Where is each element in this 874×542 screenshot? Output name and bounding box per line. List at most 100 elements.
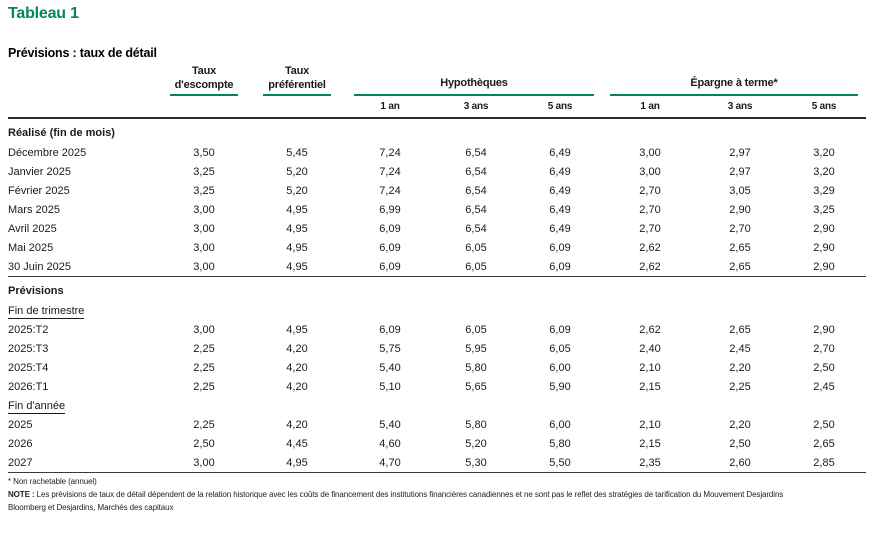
rate-value: 7,24	[379, 184, 401, 197]
rate-value: 7,24	[379, 165, 401, 178]
rate-value: 2,25	[193, 361, 215, 374]
rate-value: 2,70	[639, 203, 661, 216]
table-row: 2026 2,50 4,45 4,60 5,20 5,80 2,15 2,50 2,65	[8, 434, 866, 453]
col-header-line: préférentiel	[268, 79, 326, 91]
rate-value: 2,90	[813, 323, 835, 336]
rate-value: 2,65	[729, 241, 751, 254]
rate-value: 4,95	[286, 456, 308, 469]
rate-value: 3,50	[193, 146, 215, 159]
rate-value: 6,09	[549, 260, 571, 273]
rate-value: 5,80	[465, 361, 487, 374]
rate-value: 2,50	[813, 361, 835, 374]
rate-value: 3,00	[639, 146, 661, 159]
rate-value: 3,20	[813, 146, 835, 159]
rate-value: 5,30	[465, 456, 487, 469]
rate-value: 3,25	[813, 203, 835, 216]
row-label: 2026	[8, 437, 33, 450]
rate-value: 2,70	[639, 222, 661, 235]
rate-value: 4,95	[286, 260, 308, 273]
row-label: Avril 2025	[8, 222, 57, 235]
col-header-line: Taux	[284, 65, 310, 77]
section-title-row: Réalisé (fin de mois)	[8, 118, 866, 143]
rate-value: 4,95	[286, 323, 308, 336]
rate-value: 2,70	[729, 222, 751, 235]
rate-value: 4,70	[379, 456, 401, 469]
rate-value: 2,70	[813, 342, 835, 355]
footnote-note: NOTE : Les prévisions de taux de détail …	[8, 488, 866, 501]
rate-value: 6,09	[379, 241, 401, 254]
group-header-row: Taux d'escompte Taux préférentiel Hypoth…	[8, 64, 866, 96]
rate-value: 2,90	[813, 222, 835, 235]
table-subtitle: Prévisions : taux de détail	[8, 46, 157, 60]
rate-value: 3,25	[193, 184, 215, 197]
table-body: Réalisé (fin de mois) Décembre 2025 3,50 5,…	[8, 118, 867, 472]
rate-value: 2,60	[729, 456, 751, 469]
subcol-hyp-5ans: 5 ans	[518, 96, 602, 119]
rate-value: 3,29	[813, 184, 835, 197]
rate-value: 6,49	[549, 222, 571, 235]
rate-value: 6,49	[549, 203, 571, 216]
table-row: 2025 2,25 4,20 5,40 5,80 6,00 2,10 2,20 2,50	[8, 415, 866, 434]
table-row: Décembre 2025 3,50 5,45 7,24 6,54 6,49 3,00 2,9…	[8, 143, 866, 162]
row-label: Mai 2025	[8, 241, 54, 254]
rate-value: 2,90	[813, 260, 835, 273]
rate-value: 2,20	[729, 418, 751, 431]
rate-value: 6,49	[549, 184, 571, 197]
rate-value: 6,09	[549, 241, 571, 254]
col-group-label: Hypothèques	[440, 77, 508, 89]
subcol-ep-3ans: 3 ans	[698, 96, 782, 119]
table-row: Avril 2025 3,00 4,95 6,09 6,54 6,49 2,70 2,70 2,…	[8, 219, 866, 238]
rate-value: 2,15	[639, 380, 661, 393]
rate-value: 2,25	[729, 380, 751, 393]
row-label: Janvier 2025	[8, 165, 71, 178]
rate-value: 6,54	[465, 222, 487, 235]
rate-value: 5,75	[379, 342, 401, 355]
footnotes: * Non rachetable (annuel) NOTE : Les pré…	[8, 472, 866, 514]
rate-value: 6,54	[465, 203, 487, 216]
section-title-cell: Fin d'année	[8, 396, 866, 415]
subcol-ep-5ans: 5 ans	[782, 96, 867, 119]
col-header-taux-preferentiel: Taux préférentiel	[248, 64, 346, 96]
rate-value: 3,00	[193, 222, 215, 235]
empty-corner-cell	[8, 64, 160, 96]
table-row: 2027 3,00 4,95 4,70 5,30 5,50 2,35 2,60 2,85	[8, 453, 866, 472]
rate-value: 2,62	[639, 260, 661, 273]
rate-value: 2,97	[729, 146, 751, 159]
rate-value: 6,09	[549, 323, 571, 336]
rate-value: 5,40	[379, 361, 401, 374]
rate-value: 2,15	[639, 437, 661, 450]
table-row: 2025:T3 2,25 4,20 5,75 5,95 6,05 2,40 2,45 2,70	[8, 339, 866, 358]
rate-value: 5,20	[465, 437, 487, 450]
rate-value: 2,25	[193, 380, 215, 393]
rate-value: 6,05	[465, 260, 487, 273]
rate-value: 4,20	[286, 361, 308, 374]
rate-value: 2,62	[639, 323, 661, 336]
section-title-text: Fin d'année	[8, 400, 66, 414]
rate-value: 6,09	[379, 222, 401, 235]
subsection-title-row: Fin d'année	[8, 396, 866, 415]
rate-value: 2,90	[729, 203, 751, 216]
section-title-text: Prévisions	[8, 285, 64, 297]
row-label: 2026:T1	[8, 380, 49, 393]
section-title-text: Fin de trimestre	[8, 305, 85, 319]
rate-value: 3,00	[193, 241, 215, 254]
rate-value: 6,05	[549, 342, 571, 355]
source-line: Bloomberg et Desjardins, Marchés des cap…	[8, 503, 174, 512]
row-label: 2027	[8, 456, 33, 469]
rate-value: 6,54	[465, 146, 487, 159]
rate-value: 6,49	[549, 146, 571, 159]
row-label: Mars 2025	[8, 203, 60, 216]
subcol-ep-1an: 1 an	[602, 96, 698, 119]
rate-value: 4,20	[286, 342, 308, 355]
rate-value: 2,20	[729, 361, 751, 374]
rate-value: 2,45	[813, 380, 835, 393]
row-label: 2025	[8, 418, 33, 431]
rate-value: 6,09	[379, 260, 401, 273]
rate-value: 6,05	[465, 241, 487, 254]
section-title-row: Prévisions	[8, 276, 867, 301]
rate-value: 5,80	[465, 418, 487, 431]
rate-value: 4,20	[286, 418, 308, 431]
note-text: Les prévisions de taux de détail dépende…	[36, 490, 784, 499]
rate-value: 4,45	[286, 437, 308, 450]
forecast-table: Taux d'escompte Taux préférentiel Hypoth…	[8, 64, 867, 472]
